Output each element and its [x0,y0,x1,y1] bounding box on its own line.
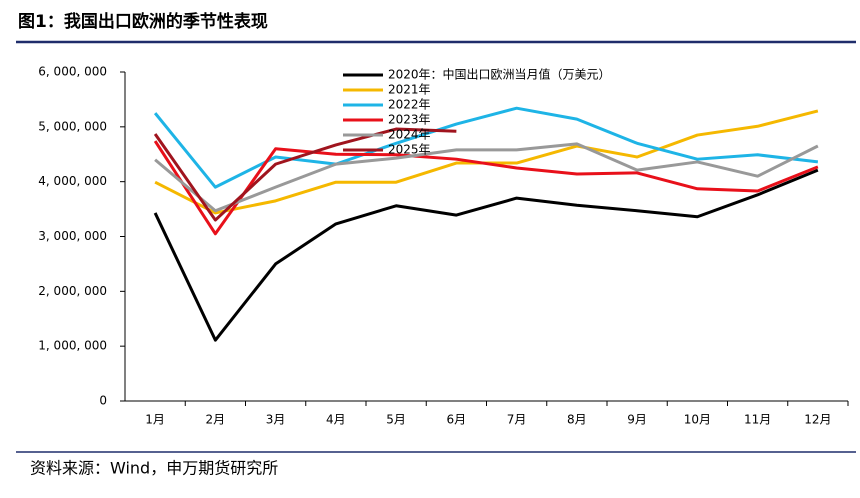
x-tick-label: 6月 [447,413,467,427]
y-tick-label: 2, 000, 000 [38,284,107,298]
series-line [154,109,819,215]
y-tick-label: 1, 000, 000 [38,339,107,353]
source: 资料来源：Wind，申万期货研究所 [30,459,278,478]
x-tick-label: 5月 [386,413,406,427]
x-tick-label: 1月 [145,413,165,427]
x-tick-label: 7月 [507,413,527,427]
x-tick-label: 9月 [627,413,647,427]
y-tick-label: 4, 000, 000 [38,174,107,188]
y-tick-label: 0 [99,394,107,408]
chart-title: 图1：我国出口欧洲的季节性表现 [18,11,268,32]
y-tick-label: 3, 000, 000 [38,229,107,243]
legend-label: 2025年 [388,143,431,157]
x-tick-label: 12月 [804,413,831,427]
legend-label: 2020年：中国出口欧洲当月值（万美元） [388,67,611,82]
legend-label: 2021年 [388,83,431,97]
x-tick-label: 2月 [206,413,226,427]
series-line [153,168,819,342]
series-line [154,142,819,213]
legend-label: 2022年 [388,98,431,112]
legend-label: 2023年 [388,113,431,127]
x-tick-label: 11月 [744,413,771,427]
legend-label: 2024年 [388,128,431,142]
series-line [153,127,457,222]
x-tick-label: 3月 [266,413,286,427]
x-tick-label: 10月 [684,413,711,427]
x-tick-label: 4月 [326,413,346,427]
x-tick-label: 8月 [567,413,587,427]
series-line [153,140,819,236]
y-tick-label: 6, 000, 000 [38,65,107,79]
series-line [153,106,819,189]
y-tick-label: 5, 000, 000 [38,119,107,133]
